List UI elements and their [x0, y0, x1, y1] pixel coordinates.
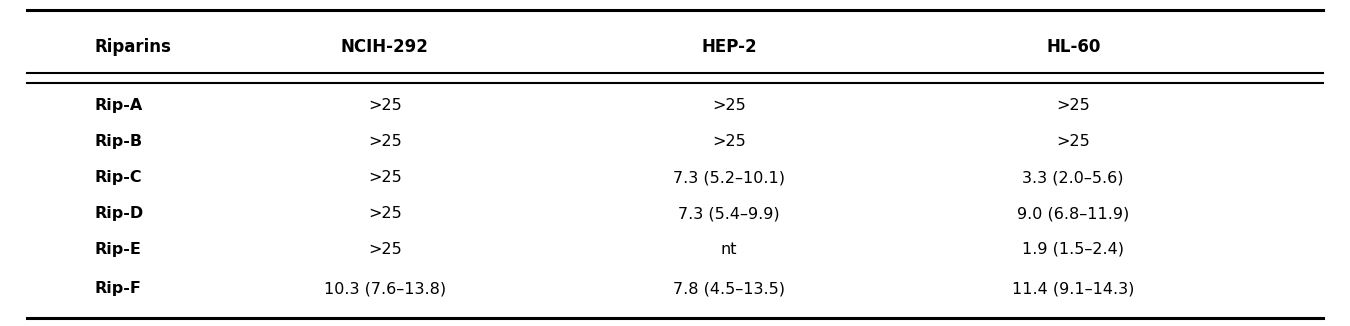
Text: NCIH-292: NCIH-292: [340, 38, 429, 56]
Text: 7.8 (4.5–13.5): 7.8 (4.5–13.5): [674, 281, 784, 296]
Text: Rip-F: Rip-F: [95, 281, 142, 296]
Text: >25: >25: [1056, 134, 1091, 149]
Text: 9.0 (6.8–11.9): 9.0 (6.8–11.9): [1017, 206, 1130, 221]
Text: Rip-B: Rip-B: [95, 134, 143, 149]
Text: 3.3 (2.0–5.6): 3.3 (2.0–5.6): [1022, 170, 1125, 185]
Text: Rip-A: Rip-A: [95, 98, 143, 113]
Text: >25: >25: [367, 242, 401, 257]
Text: 7.3 (5.4–9.9): 7.3 (5.4–9.9): [678, 206, 780, 221]
Text: Rip-C: Rip-C: [95, 170, 142, 185]
Text: 1.9 (1.5–2.4): 1.9 (1.5–2.4): [1022, 242, 1125, 257]
Text: 11.4 (9.1–14.3): 11.4 (9.1–14.3): [1012, 281, 1134, 296]
Text: HL-60: HL-60: [1046, 38, 1100, 56]
Text: >25: >25: [1056, 98, 1091, 113]
Text: >25: >25: [713, 134, 745, 149]
Text: 7.3 (5.2–10.1): 7.3 (5.2–10.1): [674, 170, 784, 185]
Text: >25: >25: [367, 206, 401, 221]
Text: Rip-D: Rip-D: [95, 206, 143, 221]
Text: >25: >25: [713, 98, 745, 113]
Text: >25: >25: [367, 170, 401, 185]
Text: Rip-E: Rip-E: [95, 242, 142, 257]
Text: HEP-2: HEP-2: [701, 38, 757, 56]
Text: >25: >25: [367, 98, 401, 113]
Text: Riparins: Riparins: [95, 38, 171, 56]
Text: >25: >25: [367, 134, 401, 149]
Text: nt: nt: [721, 242, 737, 257]
Text: 10.3 (7.6–13.8): 10.3 (7.6–13.8): [324, 281, 446, 296]
